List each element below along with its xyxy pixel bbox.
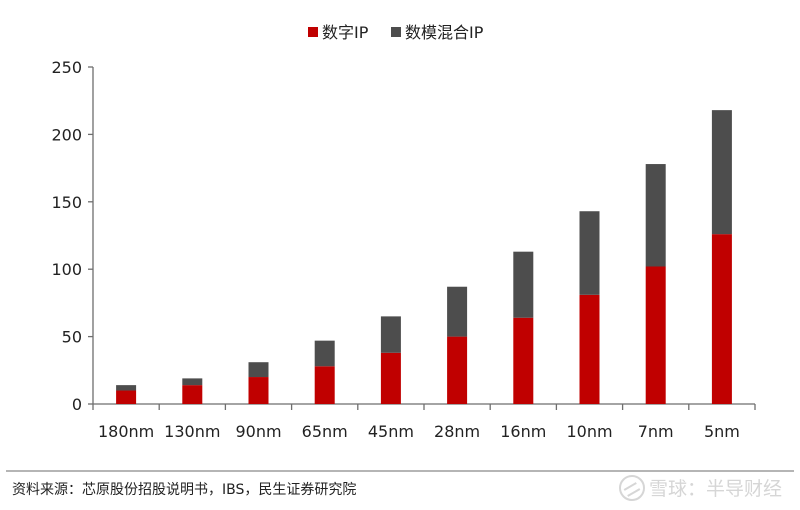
bar-digital-ip xyxy=(314,366,335,404)
y-axis: 0 50 100 150 200 250 xyxy=(51,58,94,414)
bar-digital-ip xyxy=(645,266,666,404)
y-tick-label: 50 xyxy=(62,328,82,347)
watermark-text: 雪球：半导财经 xyxy=(648,478,782,500)
bar-mixed-signal-ip xyxy=(447,286,468,337)
y-tick-label: 150 xyxy=(51,193,82,212)
legend-swatch xyxy=(391,27,401,37)
stacked-bar-chart: 数字IP 数模混合IP 0 50 100 150 200 250 180nm 130nm 90n… xyxy=(51,23,756,441)
x-tick-label: 7nm xyxy=(638,422,674,441)
bar-mixed-signal-ip xyxy=(314,340,335,367)
x-tick-label: 28nm xyxy=(434,422,480,441)
source-note: 资料来源：芯原股份招股说明书，IBS，民生证券研究院 xyxy=(12,482,357,498)
watermark: 雪球：半导财经 xyxy=(618,474,782,501)
bar-digital-ip xyxy=(447,336,468,404)
y-tick-label: 200 xyxy=(51,125,82,144)
x-tick-label: 5nm xyxy=(704,422,740,441)
y-tick-label: 0 xyxy=(72,395,82,414)
bar-digital-ip xyxy=(182,385,203,404)
bar-digital-ip xyxy=(116,390,137,404)
x-axis: 180nm 130nm 90nm 65nm 45nm 28nm 16nm 10nm 7nm 5nm xyxy=(92,403,756,441)
legend-label: 数模混合IP xyxy=(405,23,484,42)
bar-digital-ip xyxy=(380,352,401,404)
snowball-logo-icon xyxy=(618,474,645,501)
x-tick-label: 180nm xyxy=(98,422,154,441)
x-tick-label: 45nm xyxy=(368,422,414,441)
bar-mixed-signal-ip xyxy=(380,316,401,353)
y-tick-label: 100 xyxy=(51,260,82,279)
bar-mixed-signal-ip xyxy=(645,164,666,267)
bar-digital-ip xyxy=(711,234,732,404)
legend-label: 数字IP xyxy=(322,23,369,42)
legend: 数字IP 数模混合IP xyxy=(308,23,484,42)
x-tick-label: 65nm xyxy=(302,422,348,441)
bars xyxy=(116,110,732,404)
x-tick-label: 130nm xyxy=(164,422,220,441)
bar-mixed-signal-ip xyxy=(579,211,600,295)
bar-mixed-signal-ip xyxy=(116,385,137,391)
source-divider xyxy=(6,470,794,472)
bar-mixed-signal-ip xyxy=(513,251,534,318)
x-tick-label: 90nm xyxy=(235,422,281,441)
legend-swatch xyxy=(308,27,318,37)
x-tick-label: 10nm xyxy=(566,422,612,441)
bar-mixed-signal-ip xyxy=(182,378,203,386)
x-tick-label: 16nm xyxy=(500,422,546,441)
bar-digital-ip xyxy=(248,377,269,404)
bar-digital-ip xyxy=(513,317,534,404)
y-tick-label: 250 xyxy=(51,58,82,77)
bar-digital-ip xyxy=(579,294,600,404)
bar-mixed-signal-ip xyxy=(248,362,269,378)
bar-mixed-signal-ip xyxy=(711,110,732,235)
